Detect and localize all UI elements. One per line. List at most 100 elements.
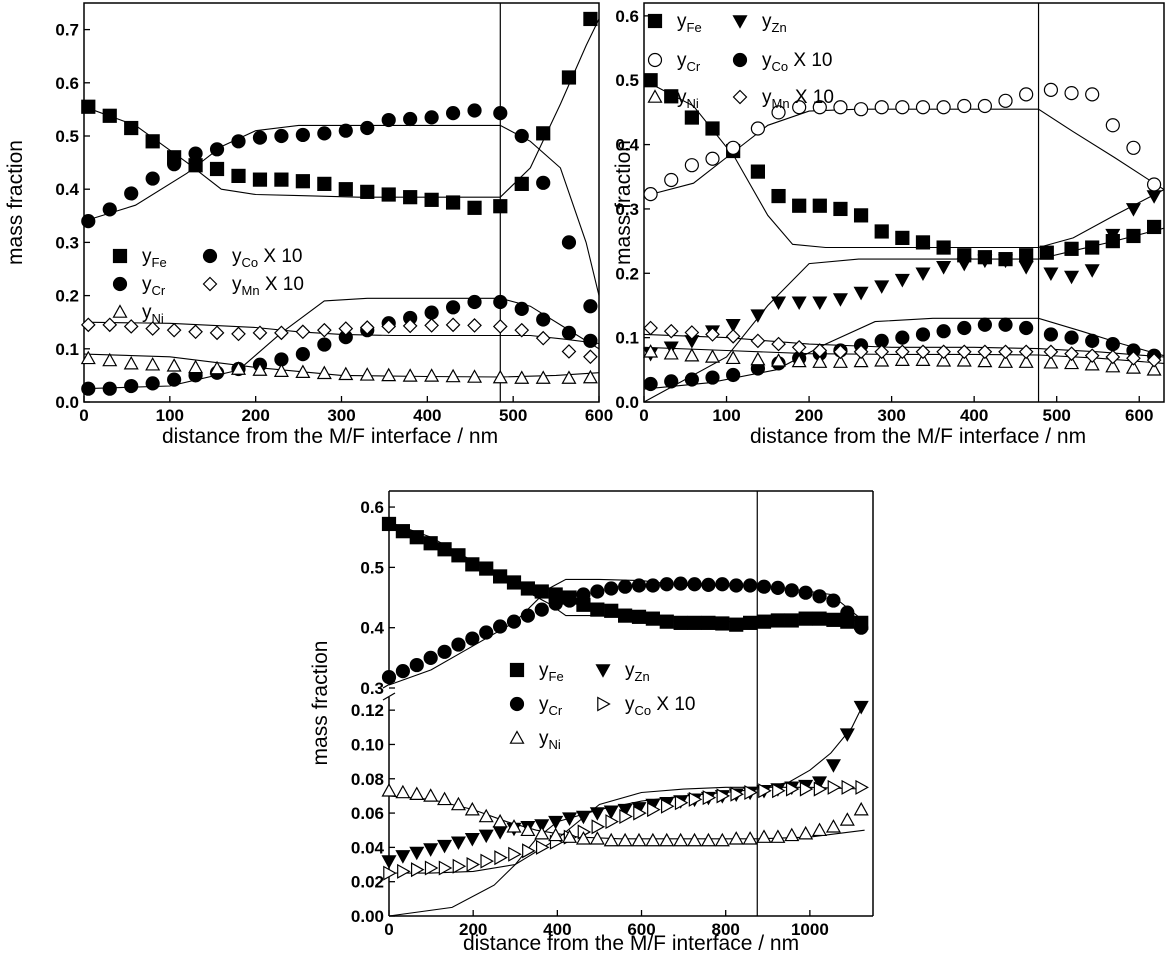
data-point — [409, 786, 425, 801]
data-point — [274, 172, 289, 187]
data-point — [633, 805, 647, 821]
chart-panel-top-left: 0 100 200 300 400 500 600 0.0 0.1 0.2 0.3 0.4 0.5 0.6… — [4, 2, 613, 448]
data-point — [381, 319, 397, 334]
data-point — [825, 759, 841, 773]
legend-marker — [732, 15, 748, 29]
legend-marker — [112, 304, 128, 318]
x-tick-label: 200 — [795, 406, 823, 425]
data-point — [437, 644, 452, 659]
x-tick-label: 500 — [1043, 406, 1071, 425]
data-point — [631, 832, 647, 847]
data-point — [409, 530, 424, 545]
data-point — [536, 175, 551, 190]
data-point — [492, 826, 508, 840]
data-point — [1085, 87, 1100, 102]
x-tick-label: 600 — [585, 406, 613, 425]
data-point — [998, 317, 1013, 332]
data-point — [895, 230, 910, 245]
data-point — [166, 358, 182, 372]
data-point — [725, 329, 741, 344]
y-tick-label: 0.10 — [351, 735, 384, 754]
data-point — [508, 846, 522, 862]
data-point — [274, 325, 289, 341]
data-point — [605, 814, 619, 830]
data-point — [209, 325, 225, 341]
data-point — [423, 650, 438, 665]
data-point — [445, 106, 461, 121]
data-point — [493, 569, 508, 584]
data-point — [359, 367, 375, 381]
y-tick-label: 0.0 — [55, 393, 79, 412]
data-point — [395, 664, 410, 679]
data-point — [659, 577, 674, 592]
data-point — [791, 339, 807, 355]
data-point — [643, 376, 658, 392]
data-point — [894, 352, 910, 366]
data-point — [1105, 336, 1120, 352]
legend-marker — [112, 248, 128, 264]
data-point — [452, 858, 467, 874]
data-point — [124, 186, 139, 201]
y-tick-label: 0.2 — [55, 287, 79, 306]
data-point — [506, 575, 522, 590]
data-point — [812, 354, 828, 368]
data-point — [956, 353, 972, 367]
data-point — [381, 187, 396, 202]
data-point — [729, 617, 744, 632]
data-point — [798, 611, 813, 626]
data-point — [841, 779, 856, 795]
data-point — [424, 860, 439, 876]
data-point — [381, 783, 397, 797]
data-point — [798, 585, 813, 600]
fit-curve — [389, 786, 865, 874]
legend-marker — [202, 248, 218, 264]
data-point — [977, 317, 992, 332]
data-point — [589, 807, 605, 821]
data-point — [915, 235, 931, 250]
data-point — [684, 347, 700, 362]
data-point — [1064, 85, 1079, 101]
data-point — [874, 344, 890, 360]
legend-marker — [647, 89, 663, 103]
data-point — [381, 516, 397, 532]
data-point — [479, 625, 494, 640]
legend-marker — [509, 730, 525, 744]
data-point — [750, 351, 766, 366]
y-tick-label: 0.5 — [55, 127, 79, 146]
legend-marker — [509, 662, 525, 678]
data-point — [771, 336, 786, 352]
data-point — [936, 324, 951, 339]
data-point — [464, 833, 480, 847]
y-tick-label: 0.7 — [55, 21, 79, 40]
y-tick-label: 0.5 — [360, 558, 384, 577]
data-point — [506, 819, 522, 833]
data-point — [317, 126, 332, 141]
y-axis-label: mass fraction — [309, 641, 332, 766]
data-point — [535, 839, 550, 855]
data-point — [589, 831, 605, 845]
plot-frame — [643, 2, 1165, 403]
legend-label: yCo X 10 — [232, 246, 303, 270]
data-point — [1019, 320, 1034, 336]
data-point — [617, 803, 633, 818]
data-point — [854, 620, 869, 635]
x-tick-label: 400 — [960, 406, 988, 425]
y-tick-label: 0.02 — [351, 873, 384, 892]
data-point — [1105, 228, 1121, 243]
data-point — [631, 609, 647, 624]
legend-marker — [597, 696, 611, 712]
legend: yFe yZn yCr yCo X 10 yNi — [509, 660, 696, 752]
data-point — [1084, 348, 1100, 364]
series-ni — [643, 344, 1162, 376]
data-point — [561, 370, 577, 384]
data-point — [478, 808, 494, 823]
data-point — [895, 344, 910, 360]
data-point — [381, 367, 397, 382]
data-point — [548, 596, 563, 611]
data-point — [188, 324, 203, 340]
data-point — [295, 174, 310, 189]
data-point — [998, 93, 1013, 108]
data-point — [784, 583, 799, 598]
data-point — [145, 171, 160, 186]
data-point — [424, 110, 439, 125]
